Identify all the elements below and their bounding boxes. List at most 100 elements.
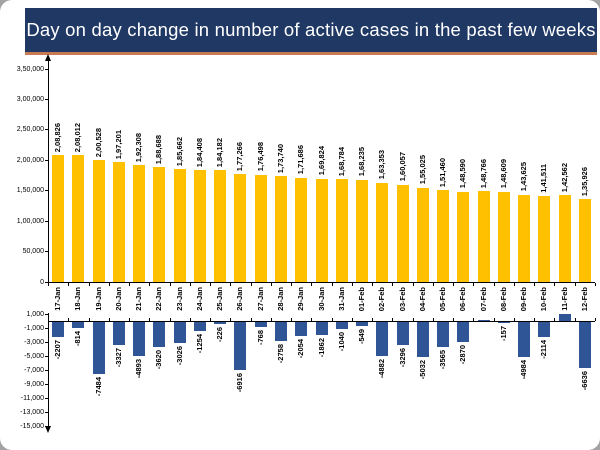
y-axis-tick: [45, 98, 48, 100]
y-axis-tick-label: 1,00,000: [16, 217, 44, 225]
bar: [578, 199, 591, 282]
x-axis-tick: [534, 318, 536, 321]
bar-value-label: -1862: [316, 338, 326, 358]
x-axis-tick: [189, 318, 191, 321]
y-axis-tick: [45, 327, 48, 329]
bar: [578, 322, 591, 369]
bar: [234, 322, 247, 371]
x-axis-tick: [270, 283, 272, 286]
bar: [234, 174, 247, 282]
x-axis-tick: [493, 283, 495, 286]
x-axis-tick: [473, 318, 475, 321]
y-axis-tick: [45, 190, 48, 192]
x-axis-tick: [129, 283, 131, 286]
bar-value-label: -2758: [275, 344, 285, 364]
y-axis-tick-label: -15,000: [20, 422, 44, 430]
y-axis-tick-label: -11,000: [20, 394, 44, 402]
bar: [457, 191, 470, 282]
y-axis-tick-label: -3,000: [24, 338, 44, 346]
y-axis-tick: [45, 369, 48, 371]
bar: [72, 155, 85, 282]
bar-value-label: -2054: [296, 339, 306, 359]
bar: [214, 322, 227, 324]
bar-value-label: -3565: [438, 349, 448, 370]
bar: [295, 322, 308, 337]
y-axis-tick: [45, 397, 48, 399]
x-axis-tick: [68, 283, 70, 286]
y-axis-tick: [45, 129, 48, 131]
y-axis-tick: [45, 68, 48, 70]
x-axis-tick: [129, 318, 131, 321]
y-axis-tick-label: 50,000: [22, 248, 44, 256]
x-axis-tick: [108, 283, 110, 286]
x-axis-tick: [291, 283, 293, 286]
bar-value-label: -2870: [458, 345, 468, 365]
bar: [274, 176, 287, 282]
title-bar: Day on day change in number of active ca…: [25, 8, 597, 52]
x-axis-tick: [351, 283, 353, 286]
bar: [112, 322, 125, 346]
bar: [376, 322, 389, 357]
y-axis-tick: [45, 341, 48, 343]
x-axis-tick: [513, 318, 515, 321]
bar: [72, 322, 85, 328]
x-axis-tick: [149, 318, 151, 321]
y-axis-tick: [45, 159, 48, 161]
bar: [518, 194, 531, 282]
x-axis-tick: [88, 283, 90, 286]
y-axis-arrow-up-icon: [45, 54, 51, 61]
x-axis-tick: [250, 318, 252, 321]
bar: [396, 322, 409, 346]
bar-value-label: -549: [357, 328, 367, 344]
bar-value-label: -4984: [519, 359, 529, 380]
x-axis-tick: [453, 318, 455, 321]
bar-value-label: -6916: [235, 373, 245, 393]
y-axis-tick-label: 2,50,000: [16, 126, 44, 134]
bar: [52, 154, 65, 282]
x-axis-tick: [453, 283, 455, 286]
x-axis: [48, 321, 595, 322]
x-axis-tick: [473, 283, 475, 286]
page-title: Day on day change in number of active ca…: [26, 19, 596, 40]
bar: [416, 187, 429, 282]
y-axis-tick: [45, 425, 48, 427]
bar: [92, 159, 105, 282]
x-axis-tick: [432, 283, 434, 286]
y-axis-tick-label: -5,000: [24, 352, 44, 360]
bar: [315, 322, 328, 336]
bar: [457, 322, 470, 343]
bar: [335, 179, 348, 282]
bar: [376, 182, 389, 282]
x-axis-tick: [432, 318, 434, 321]
y-axis-tick: [45, 313, 48, 315]
x-axis-tick: [169, 318, 171, 321]
bar: [477, 319, 490, 321]
bar-value-label: -2207: [53, 340, 63, 360]
bar: [153, 322, 166, 348]
bar: [133, 322, 146, 357]
y-axis-tick-label: 1,50,000: [16, 187, 44, 195]
x-axis: [48, 282, 595, 283]
bar-value-label: -3296: [397, 348, 407, 368]
x-axis-tick: [210, 283, 212, 286]
y-axis-tick-label: 0: [40, 278, 44, 286]
x-axis-tick: [534, 283, 536, 286]
y-axis-tick-label: -7,000: [24, 366, 44, 374]
y-axis-tick-label: 3,00,000: [16, 95, 44, 103]
bar-value-label: -1254: [194, 333, 204, 353]
bar: [153, 167, 166, 282]
x-axis-tick: [189, 283, 191, 286]
bar: [416, 322, 429, 358]
bar: [437, 322, 450, 347]
x-axis-tick: [372, 283, 374, 286]
x-axis-tick: [513, 283, 515, 286]
bar: [133, 164, 146, 282]
y-axis-arrow-down-icon: [45, 426, 51, 433]
bar-value-label: -3026: [174, 346, 184, 366]
bar: [173, 322, 186, 344]
bar: [315, 178, 328, 282]
